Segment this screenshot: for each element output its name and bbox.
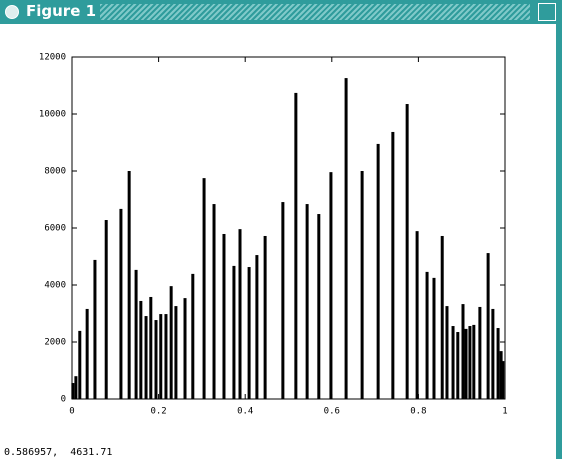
bar (456, 332, 460, 399)
bar (391, 131, 395, 399)
bar (294, 92, 298, 399)
bar (159, 314, 163, 399)
y-tick-label: 8000 (44, 167, 66, 177)
x-tick-label: 0.6 (324, 407, 340, 417)
bar (174, 306, 178, 399)
y-tick-label: 2000 (44, 338, 66, 348)
status-text: 0.586957, 4631.71 (4, 447, 113, 458)
bar (139, 300, 143, 399)
bar (238, 229, 242, 399)
bar (496, 328, 500, 399)
bar (281, 202, 285, 399)
y-tick-label: 6000 (44, 224, 66, 234)
bar (134, 269, 138, 399)
bar (360, 171, 364, 399)
bar (432, 277, 436, 399)
x-tick-label: 0.2 (150, 407, 166, 417)
bar (232, 265, 236, 399)
maximize-button[interactable] (538, 3, 556, 21)
bar (74, 376, 78, 399)
bar (169, 286, 173, 399)
y-tick-label: 4000 (44, 281, 66, 291)
x-tick-label: 0.4 (237, 407, 253, 417)
bar (425, 271, 429, 399)
bar (329, 172, 333, 399)
bar (464, 328, 468, 399)
bar (451, 326, 455, 399)
bar (472, 324, 476, 399)
bar (191, 273, 195, 399)
bar (440, 235, 444, 399)
bar (202, 178, 206, 399)
bar (478, 306, 482, 399)
bar (85, 308, 89, 399)
bar (247, 267, 251, 399)
x-tick-label: 0.8 (410, 407, 426, 417)
bar (149, 296, 153, 399)
bar (93, 259, 97, 399)
y-tick-label: 0 (61, 395, 66, 405)
bar (154, 320, 158, 399)
bar (255, 255, 259, 399)
bar (127, 171, 131, 399)
bar (491, 308, 495, 399)
y-tick-label: 10000 (39, 110, 66, 120)
bar (468, 326, 472, 399)
bar (344, 78, 348, 399)
bar (144, 316, 148, 399)
x-tick-label: 1 (502, 407, 507, 417)
window-border (556, 24, 562, 459)
bar (486, 253, 490, 399)
bar (119, 208, 123, 399)
title-stripes (100, 4, 530, 20)
bar (499, 351, 503, 399)
bar (212, 204, 216, 399)
bar (78, 330, 82, 399)
x-tick-label: 0 (69, 407, 74, 417)
bar (222, 233, 226, 399)
bar (263, 235, 267, 399)
chart: 0 2000 4000 6000 8000 10000 12000 0 0.2 0.4 0.6 0.8… (39, 53, 508, 417)
bar (305, 204, 309, 399)
bar (445, 306, 449, 399)
y-tick-label: 12000 (39, 53, 66, 63)
bar (71, 383, 75, 399)
bar (317, 214, 321, 399)
bar (501, 361, 505, 399)
bar (376, 143, 380, 399)
window-menu-button[interactable] (5, 5, 19, 19)
bar (183, 298, 187, 399)
bar (405, 104, 409, 400)
bar (164, 314, 168, 399)
bar (104, 220, 108, 399)
window-title: Figure 1 (26, 2, 97, 20)
bar (415, 231, 419, 399)
bar (461, 304, 465, 399)
title-bar: Figure 1 (0, 0, 562, 24)
